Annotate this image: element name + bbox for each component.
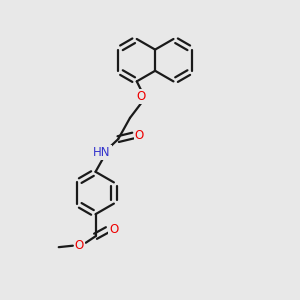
Text: HN: HN: [93, 146, 111, 159]
Text: O: O: [109, 223, 119, 236]
Text: O: O: [136, 90, 146, 103]
Text: O: O: [75, 239, 84, 252]
Text: O: O: [135, 129, 144, 142]
